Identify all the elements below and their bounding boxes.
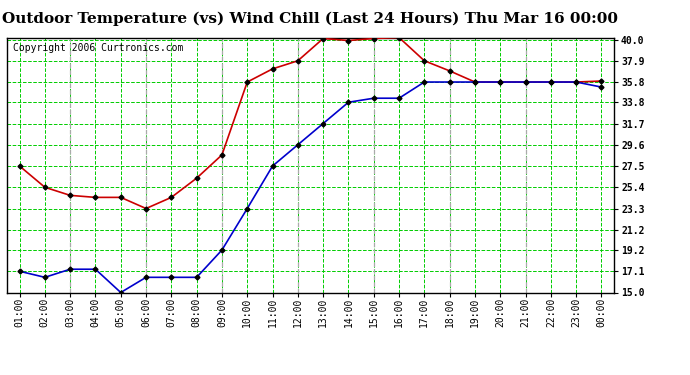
Text: Outdoor Temperature (vs) Wind Chill (Last 24 Hours) Thu Mar 16 00:00: Outdoor Temperature (vs) Wind Chill (Las… — [3, 11, 618, 26]
Text: Copyright 2006 Curtronics.com: Copyright 2006 Curtronics.com — [13, 43, 184, 52]
